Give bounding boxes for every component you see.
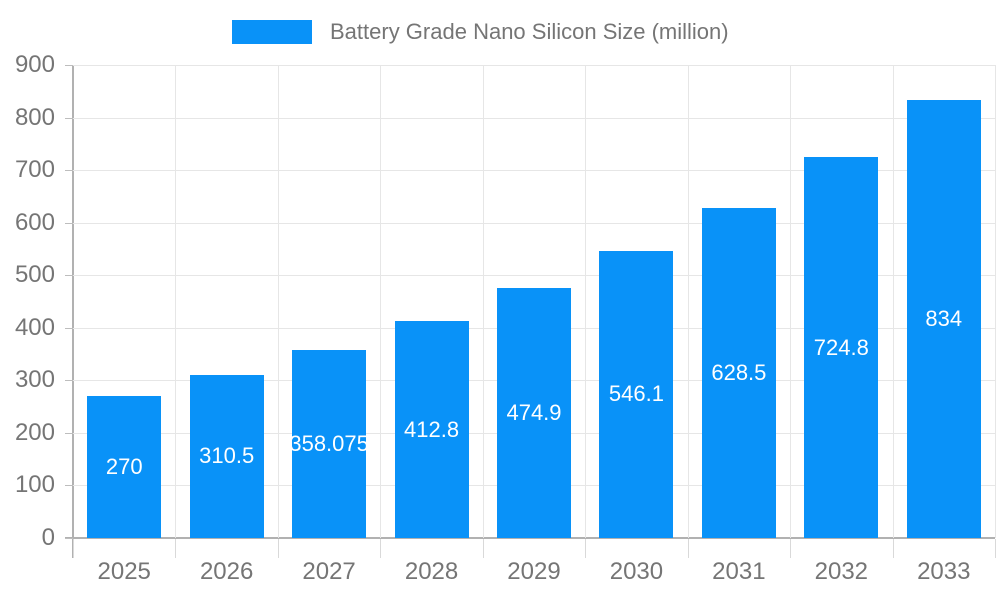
h-gridline	[73, 170, 995, 172]
x-axis-tick	[277, 539, 279, 558]
h-gridline	[73, 117, 995, 119]
y-axis-tick	[65, 275, 73, 277]
legend-label[interactable]: Battery Grade Nano Silicon Size (million…	[330, 19, 729, 44]
v-gridline	[687, 65, 689, 538]
x-axis-tick-label: 2030	[609, 558, 664, 585]
v-gridline	[892, 65, 894, 538]
y-axis-tick	[65, 538, 73, 539]
y-axis-tick	[65, 432, 73, 434]
x-axis-tick-label: 2029	[507, 558, 561, 585]
y-axis-tick-label: 700	[14, 156, 55, 184]
v-gridline	[995, 65, 996, 538]
y-axis-tick-label: 500	[14, 261, 55, 289]
plot-area: 0 100 200 300 400 500 600 700 800 900 2025 2026 2027…	[15, 53, 996, 584]
x-axis-tick	[482, 539, 484, 558]
y-axis-tick	[65, 380, 73, 382]
x-axis-tick-label: 2027	[302, 558, 356, 585]
h-gridline	[73, 275, 995, 277]
v-gridline	[380, 65, 382, 538]
y-axis-tick-label: 900	[14, 51, 55, 78]
y-axis-tick-label: 800	[14, 103, 55, 131]
x-axis-tick-label: 2033	[917, 558, 971, 585]
x-axis-tick-label: 2028	[404, 558, 459, 585]
v-gridline	[790, 65, 792, 538]
x-axis-tick	[687, 539, 689, 558]
x-axis-tick	[892, 539, 894, 558]
y-axis-tick-label: 100	[14, 471, 55, 499]
bar-2026[interactable]	[189, 374, 264, 538]
y-axis-tick	[65, 117, 73, 119]
v-gridline	[482, 65, 484, 538]
x-axis-tick-label: 2032	[814, 558, 869, 585]
v-gridline	[585, 65, 587, 538]
x-axis-tick	[175, 539, 177, 558]
h-gridline	[73, 65, 995, 66]
x-axis-tick	[380, 539, 382, 558]
y-axis-tick	[65, 170, 73, 172]
y-axis-tick-label: 600	[14, 208, 55, 236]
bar-2025[interactable]	[87, 396, 162, 538]
v-gridline	[277, 65, 279, 538]
bar-2028[interactable]	[394, 321, 469, 538]
x-axis-tick	[995, 539, 996, 558]
y-axis-tick-label: 400	[14, 313, 55, 341]
y-axis-tick	[65, 485, 73, 487]
y-axis-tick	[65, 65, 73, 66]
y-axis-tick-label: 300	[14, 366, 55, 394]
v-gridline	[175, 65, 177, 538]
y-axis-tick	[65, 327, 73, 329]
y-axis-tick-label: 0	[41, 524, 55, 551]
bar-2032[interactable]	[804, 157, 879, 538]
x-axis-tick-label: 2026	[199, 558, 254, 585]
x-axis-tick	[585, 539, 587, 558]
h-gridline	[73, 222, 995, 224]
bar-2029[interactable]	[497, 288, 571, 538]
x-axis-tick	[73, 539, 74, 558]
y-axis-line	[72, 65, 74, 558]
bar-2030[interactable]	[599, 250, 674, 538]
x-axis-tick-label: 2025	[97, 558, 151, 585]
bar-2033[interactable]	[906, 99, 981, 538]
bar-2031[interactable]	[701, 207, 776, 538]
x-axis-line	[65, 537, 995, 539]
x-axis-tick	[790, 539, 792, 558]
x-axis-tick-label: 2031	[712, 558, 766, 585]
legend-swatch[interactable]	[232, 20, 312, 44]
y-axis-tick-label: 200	[14, 418, 55, 446]
y-axis-tick	[65, 222, 73, 224]
bar-2027[interactable]	[292, 349, 367, 538]
